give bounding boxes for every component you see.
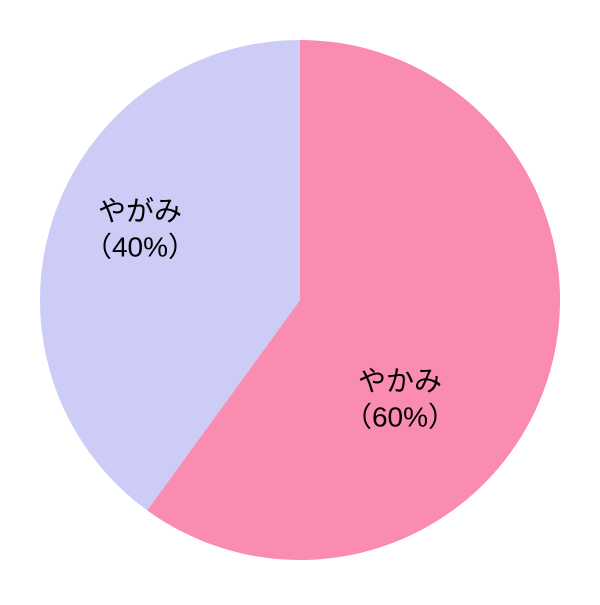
pie-chart: やかみ （60%） やがみ （40%） — [0, 0, 600, 600]
slice-label-0: やかみ （60%） — [344, 364, 456, 437]
slice-label-1-line1: やがみ — [98, 196, 182, 227]
slice-label-1: やがみ （40%） — [84, 194, 196, 267]
slice-label-0-line2: （60%） — [344, 402, 456, 433]
pie-chart-svg — [0, 0, 600, 600]
slice-label-0-line1: やかみ — [358, 366, 442, 397]
slice-label-1-line2: （40%） — [84, 232, 196, 263]
